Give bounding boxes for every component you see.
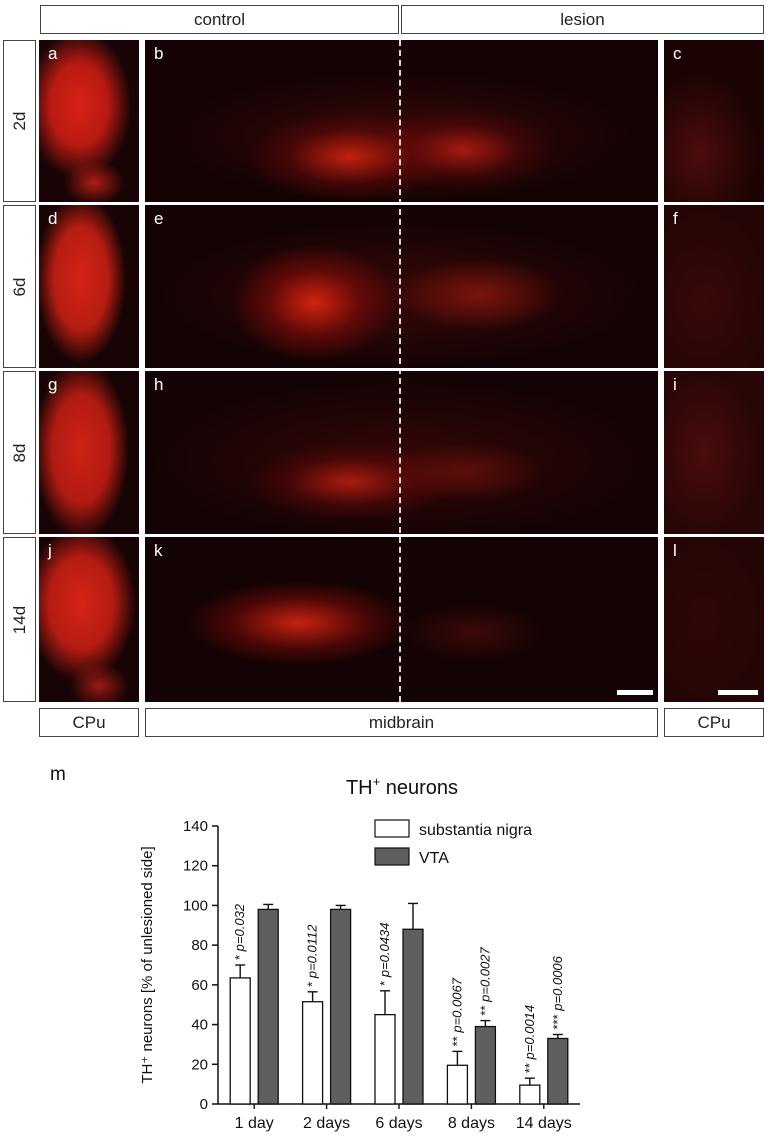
panel-label-f: f — [673, 209, 678, 228]
micrograph-panel-g: g — [39, 371, 139, 534]
row-label-14d: 14d — [3, 537, 36, 702]
p-value-text: p=0.0067 — [449, 977, 464, 1033]
panel-label-a: a — [48, 44, 58, 63]
row-label-8d: 8d — [3, 371, 36, 534]
panel-label-j: j — [48, 541, 52, 560]
panel-label-b: b — [154, 44, 164, 63]
panel-label-h: h — [154, 375, 164, 394]
header-control: control — [40, 5, 399, 34]
header-control-label: control — [193, 9, 246, 29]
y-tick-label: 100 — [183, 897, 208, 914]
bottom-label-midbrain: midbrain — [145, 708, 658, 737]
panel-label-g: g — [48, 375, 58, 394]
panel-label-e: e — [154, 209, 164, 228]
micrograph-panel-c: c — [664, 40, 764, 202]
y-tick-label: 60 — [191, 977, 208, 994]
plot-area: 0 20 40 60 80 100 120 140 * p=0.032 1 day * p=0.01… — [183, 818, 580, 1132]
bar-vta — [329, 908, 352, 1105]
row-label-6d: 6d — [3, 205, 36, 368]
p-value-annotation: * p=0.0112 — [305, 924, 320, 987]
micrograph-panel-j: j — [39, 537, 139, 702]
micrograph-panel-k: k — [145, 537, 658, 702]
legend-label-vta: VTA — [419, 850, 449, 867]
x-tick-label: 14 days — [516, 1115, 572, 1132]
y-tick-label: 0 — [200, 1096, 208, 1113]
bar-substantia-nigra — [374, 1013, 396, 1105]
panel-label-m: m — [50, 764, 66, 785]
p-value-annotation: ** p=0.0027 — [477, 947, 492, 1016]
p-value-text: p=0.032 — [232, 903, 247, 952]
y-tick-label: 140 — [183, 818, 208, 835]
chart-title-sup: + — [373, 774, 381, 789]
bar-substantia-nigra — [301, 1001, 324, 1105]
micrograph-panel-h: h — [145, 371, 658, 534]
bottom-label-cpu-right: CPu — [664, 708, 764, 737]
chart-title: TH+ neurons — [346, 774, 458, 799]
p-value-text: p=0.0006 — [550, 955, 565, 1011]
bar-vta — [257, 908, 279, 1105]
micrograph-panel-l: l — [664, 537, 764, 702]
chart-title-rest: neurons — [380, 777, 458, 799]
significance-stars: *** — [550, 1011, 565, 1030]
p-value-text: p=0.0112 — [305, 924, 320, 979]
p-value-text: p=0.0014 — [522, 1005, 537, 1061]
p-value-text: p=0.0434 — [377, 923, 392, 979]
y-tick-label: 80 — [191, 937, 208, 954]
legend: substantia nigra VTA — [374, 819, 532, 867]
panel-label-c: c — [673, 44, 682, 63]
x-tick-label: 8 days — [448, 1115, 495, 1132]
p-value-text: p=0.0027 — [477, 947, 492, 1003]
bar-vta — [474, 1025, 497, 1105]
micrograph-panel-b: b — [145, 40, 658, 202]
header-lesion-label: lesion — [560, 9, 605, 29]
chart-title-main: TH — [346, 777, 373, 799]
midline-divider — [399, 40, 401, 702]
row-label-2d: 2d — [3, 40, 36, 202]
bar-vta — [402, 928, 424, 1105]
y-tick-label: 40 — [191, 1017, 208, 1034]
micrograph-panel-i: i — [664, 371, 764, 534]
panel-label-d: d — [48, 209, 58, 228]
panel-label-k: k — [154, 541, 163, 560]
micrograph-panel-a: a — [39, 40, 139, 202]
micrograph-panel-f: f — [664, 205, 764, 368]
y-tick-label: 20 — [191, 1056, 208, 1073]
significance-stars: ** — [449, 1033, 464, 1047]
significance-stars: * — [377, 977, 392, 986]
bar-substantia-nigra — [229, 977, 251, 1105]
p-value-annotation: ** p=0.0014 — [522, 1005, 537, 1073]
bar-vta — [547, 1037, 569, 1105]
significance-stars: * — [305, 978, 320, 987]
significance-stars: ** — [477, 1002, 492, 1016]
scale-bar-midbrain — [617, 690, 653, 695]
bar-substantia-nigra — [519, 1084, 541, 1105]
scale-bar-cpu — [718, 690, 758, 695]
p-value-annotation: * p=0.0434 — [377, 923, 392, 986]
significance-stars: * — [232, 951, 247, 960]
p-value-annotation: ** p=0.0067 — [449, 977, 464, 1046]
bottom-label-cpu-left: CPu — [39, 708, 139, 737]
panel-label-l: l — [673, 541, 677, 560]
x-tick-label: 2 days — [303, 1115, 350, 1132]
micrograph-panel-e: e — [145, 205, 658, 368]
significance-stars: ** — [522, 1059, 537, 1073]
y-axis-label: TH⁺ neurons [% of unlesioned side] — [139, 846, 156, 1083]
panel-label-i: i — [673, 375, 677, 394]
micrograph-panel-d: d — [39, 205, 139, 368]
legend-swatch-substantia-nigra — [374, 819, 410, 838]
bar-substantia-nigra — [446, 1064, 469, 1105]
x-tick-label: 1 day — [235, 1115, 274, 1132]
x-tick-label: 6 days — [375, 1115, 422, 1132]
y-tick-label: 120 — [183, 858, 208, 875]
p-value-annotation: *** p=0.0006 — [550, 955, 565, 1029]
bar-chart: m TH+ neurons TH⁺ neurons [% of unlesion… — [50, 764, 580, 1132]
legend-label-substantia-nigra: substantia nigra — [419, 822, 532, 839]
legend-swatch-vta — [374, 847, 410, 866]
p-value-annotation: * p=0.032 — [232, 903, 247, 960]
header-lesion: lesion — [401, 5, 764, 34]
